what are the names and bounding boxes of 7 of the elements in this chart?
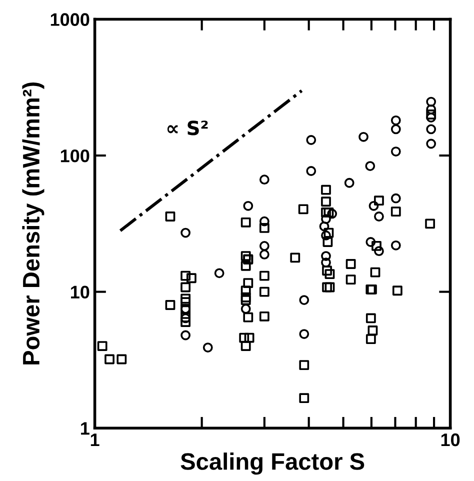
- y-axis-title: Power Density (mW/mm²): [22, 82, 44, 364]
- y-tick-label: 1: [81, 422, 90, 435]
- x-axis-title: Scaling Factor S: [180, 452, 364, 475]
- y-tick-label: 100: [60, 149, 90, 162]
- y-tick-label: 10: [70, 286, 90, 299]
- annotation: ∝ S²: [167, 120, 208, 136]
- y-tick-label: 1000: [50, 13, 90, 26]
